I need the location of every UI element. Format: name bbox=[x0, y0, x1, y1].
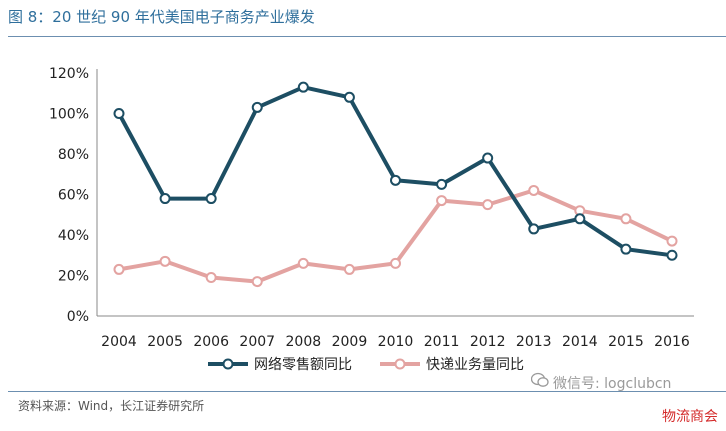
data-point bbox=[528, 223, 540, 235]
data-point bbox=[113, 263, 125, 275]
data-point bbox=[528, 184, 540, 196]
series-line bbox=[117, 85, 673, 258]
figure-title: 图 8：20 世纪 90 年代美国电子商务产业爆发 bbox=[8, 8, 315, 26]
y-tick-label: 40% bbox=[58, 228, 89, 244]
legend-swatch-marker bbox=[394, 358, 406, 370]
x-tick-label: 2013 bbox=[516, 334, 552, 350]
data-point bbox=[666, 235, 678, 247]
x-tick-label: 2004 bbox=[101, 334, 137, 350]
data-point bbox=[482, 199, 494, 211]
data-point bbox=[620, 243, 632, 255]
watermark-text: 微信号: logclubcn bbox=[553, 376, 672, 392]
wechat-icon bbox=[530, 372, 549, 392]
data-point bbox=[251, 276, 263, 288]
x-tick-label: 2014 bbox=[562, 334, 598, 350]
data-point bbox=[482, 152, 494, 164]
data-point bbox=[297, 81, 309, 93]
title-divider bbox=[8, 36, 726, 37]
footer-divider bbox=[8, 391, 726, 392]
x-tick-label: 2012 bbox=[470, 334, 506, 350]
data-point bbox=[159, 255, 171, 267]
y-tick-label: 100% bbox=[49, 107, 89, 123]
y-tick-label: 80% bbox=[58, 147, 89, 163]
y-tick-label: 20% bbox=[58, 269, 89, 285]
data-point bbox=[343, 263, 355, 275]
data-point bbox=[205, 272, 217, 284]
y-tick-label: 60% bbox=[58, 188, 89, 204]
data-point bbox=[620, 213, 632, 225]
y-tick-label: 0% bbox=[67, 309, 89, 325]
x-tick-label: 2008 bbox=[286, 334, 322, 350]
corner-tag: 物流商会 bbox=[662, 409, 718, 425]
data-point bbox=[343, 91, 355, 103]
data-point bbox=[113, 108, 125, 119]
source-note: 资料来源：Wind，长江证券研究所 bbox=[18, 399, 205, 413]
legend-label: 网络零售额同比 bbox=[254, 357, 352, 373]
data-point bbox=[205, 193, 217, 205]
legend-label: 快递业务量同比 bbox=[426, 357, 524, 373]
data-point bbox=[436, 178, 448, 190]
x-tick-label: 2010 bbox=[378, 334, 414, 350]
data-point bbox=[574, 213, 586, 225]
x-tick-label: 2005 bbox=[147, 334, 183, 350]
data-point bbox=[251, 101, 263, 113]
data-point bbox=[159, 193, 171, 205]
watermark: 微信号: logclubcn bbox=[530, 372, 672, 393]
x-tick-label: 2011 bbox=[424, 334, 460, 350]
x-tick-label: 2006 bbox=[193, 334, 229, 350]
data-point bbox=[390, 257, 401, 269]
x-tick-label: 2016 bbox=[654, 334, 690, 350]
x-tick-label: 2015 bbox=[608, 334, 644, 350]
y-tick-label: 120% bbox=[49, 66, 89, 82]
data-point bbox=[436, 195, 448, 207]
data-point bbox=[666, 249, 678, 261]
x-tick-label: 2009 bbox=[332, 334, 368, 350]
data-point bbox=[297, 257, 309, 269]
data-point bbox=[390, 174, 401, 186]
x-tick-label: 2007 bbox=[239, 334, 275, 350]
legend-swatch-marker bbox=[222, 358, 234, 370]
